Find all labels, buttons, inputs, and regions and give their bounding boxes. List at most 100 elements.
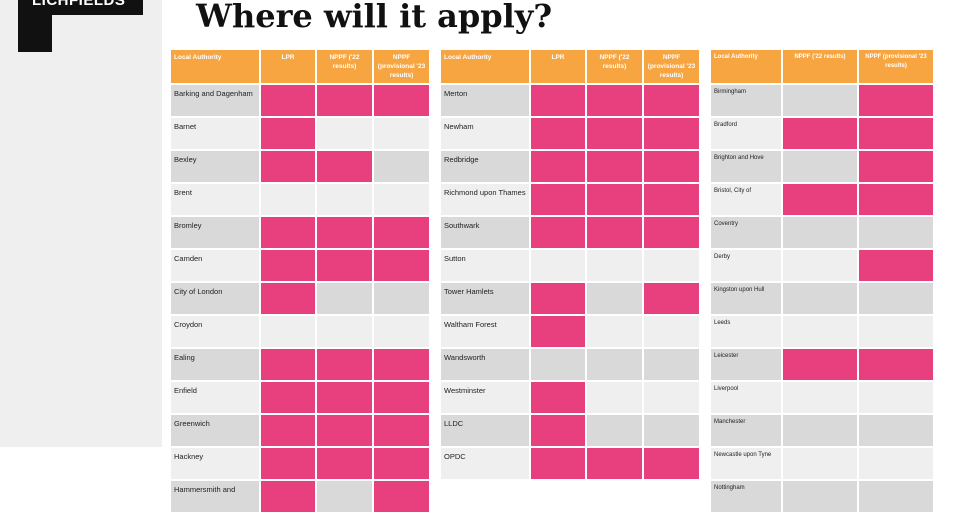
applies-cell [587,448,642,479]
empty-cell [783,283,857,314]
empty-cell [783,250,857,281]
empty-cell [587,382,642,413]
table-row: Ealing [171,349,429,380]
table-row: Bexley [171,151,429,182]
table-row: Barking and Dagenham [171,85,429,116]
applies-cell [317,349,372,380]
authority-name: Camden [171,250,259,281]
applies-cell [317,415,372,446]
column-header: LPR [261,50,315,83]
authority-name: Barnet [171,118,259,149]
table-row: Hackney [171,448,429,479]
authority-name: Bromley [171,217,259,248]
table-row: City of London [171,283,429,314]
applies-cell [783,184,857,215]
table-row: Enfield [171,382,429,413]
applies-cell [644,448,699,479]
authority-name: Ealing [171,349,259,380]
authority-name: Barking and Dagenham [171,85,259,116]
empty-cell [587,415,642,446]
empty-cell [783,448,857,479]
authority-name: Birmingham [711,85,781,116]
table-row: Brent [171,184,429,215]
authority-name: Leicester [711,349,781,380]
empty-cell [531,250,585,281]
table-row: Newham [441,118,699,149]
empty-cell [374,184,429,215]
empty-cell [374,151,429,182]
applies-cell [531,217,585,248]
authority-name: Croydon [171,316,259,347]
table-row: Liverpool [711,382,933,413]
applies-cell [531,415,585,446]
applies-cell [644,184,699,215]
lichfields-logo: LICHFIELDS [18,0,143,52]
table-row: Southwark [441,217,699,248]
table-row: Westminster [441,382,699,413]
applies-cell [261,85,315,116]
table-row: Sutton [441,250,699,281]
authority-name: Leeds [711,316,781,347]
table-row: Coventry [711,217,933,248]
empty-cell [783,415,857,446]
empty-cell [317,118,372,149]
empty-cell [644,415,699,446]
table-row: Newcastle upon Tyne [711,448,933,479]
logo-stem [18,0,52,52]
authority-name: Kingston upon Hull [711,283,781,314]
applies-cell [261,382,315,413]
authority-name: Redbridge [441,151,529,182]
authority-name: Brent [171,184,259,215]
empty-cell [859,415,933,446]
applies-cell [531,118,585,149]
table-row: Birmingham [711,85,933,116]
empty-cell [644,349,699,380]
authority-name: Merton [441,85,529,116]
applies-cell [317,151,372,182]
authority-name: Southwark [441,217,529,248]
empty-cell [317,316,372,347]
left-panel [0,0,162,447]
authority-name: Sutton [441,250,529,281]
applies-cell [531,85,585,116]
table-header-row: Local Authority NPPF ('22 results) NPPF (p… [711,50,933,83]
applies-cell [317,382,372,413]
table-row: Greenwich [171,415,429,446]
applies-cell [783,349,857,380]
column-header: Local Authority [171,50,259,83]
table-row: Camden [171,250,429,281]
empty-cell [587,349,642,380]
applies-cell [531,283,585,314]
empty-cell [261,184,315,215]
applies-cell [261,118,315,149]
applies-cell [859,349,933,380]
applies-cell [374,349,429,380]
table-row: Barnet [171,118,429,149]
table-row: OPDC [441,448,699,479]
applies-cell [374,415,429,446]
applies-cell [261,250,315,281]
empty-cell [859,283,933,314]
page-title: Where will it apply? [196,0,553,35]
authority-name: Bristol, City of [711,184,781,215]
column-header: NPPF ('22 results) [317,50,372,83]
applies-cell [644,217,699,248]
empty-cell [644,316,699,347]
authority-name: Wandsworth [441,349,529,380]
table-row: Wandsworth [441,349,699,380]
empty-cell [374,118,429,149]
applies-cell [531,184,585,215]
empty-cell [783,217,857,248]
empty-cell [859,382,933,413]
applies-cell [317,217,372,248]
applies-cell [317,85,372,116]
empty-cell [644,382,699,413]
empty-cell [859,217,933,248]
table-row: Nottingham [711,481,933,512]
empty-cell [783,481,857,512]
applies-cell [374,448,429,479]
table-london-2: Local Authority LPR NPPF ('22 results) NPPF… [439,48,701,481]
table-row: Tower Hamlets [441,283,699,314]
applies-cell [783,118,857,149]
empty-cell [587,283,642,314]
